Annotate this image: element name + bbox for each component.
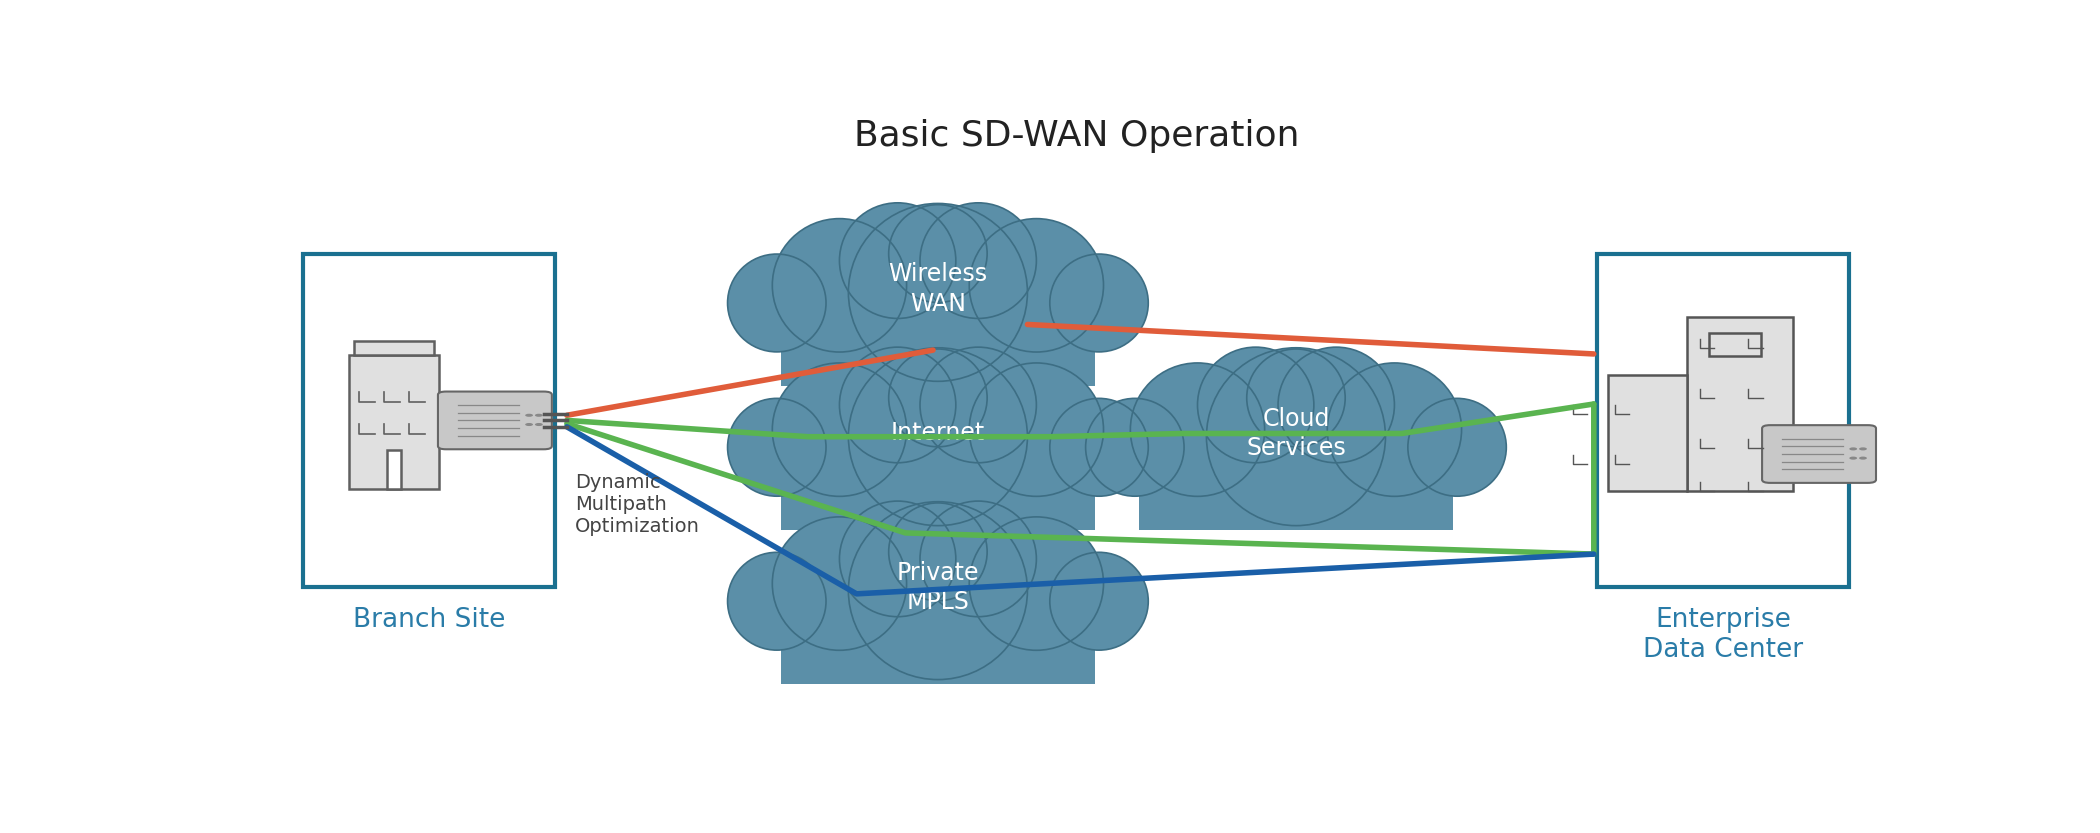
Ellipse shape bbox=[773, 218, 907, 352]
Circle shape bbox=[1850, 456, 1856, 460]
Ellipse shape bbox=[1327, 363, 1462, 496]
FancyBboxPatch shape bbox=[1596, 254, 1850, 587]
Text: Branch Site: Branch Site bbox=[353, 606, 506, 633]
Circle shape bbox=[536, 414, 542, 416]
Ellipse shape bbox=[1050, 552, 1149, 650]
FancyBboxPatch shape bbox=[1762, 425, 1875, 483]
Ellipse shape bbox=[1197, 347, 1315, 463]
Ellipse shape bbox=[1130, 363, 1264, 496]
Circle shape bbox=[1858, 447, 1867, 451]
FancyBboxPatch shape bbox=[439, 392, 552, 449]
Ellipse shape bbox=[888, 503, 987, 601]
Text: Private
MPLS: Private MPLS bbox=[897, 561, 979, 614]
Ellipse shape bbox=[727, 398, 825, 496]
Ellipse shape bbox=[970, 363, 1102, 496]
Ellipse shape bbox=[773, 517, 907, 651]
Bar bbox=[781, 441, 1094, 530]
FancyBboxPatch shape bbox=[386, 450, 401, 490]
Ellipse shape bbox=[840, 501, 956, 616]
Circle shape bbox=[1858, 456, 1867, 460]
FancyBboxPatch shape bbox=[353, 342, 435, 355]
FancyBboxPatch shape bbox=[1609, 375, 1688, 491]
Ellipse shape bbox=[1279, 347, 1394, 463]
Ellipse shape bbox=[773, 363, 907, 496]
Ellipse shape bbox=[840, 202, 956, 318]
Ellipse shape bbox=[1050, 398, 1149, 496]
Text: Wireless
WAN: Wireless WAN bbox=[888, 262, 987, 316]
Ellipse shape bbox=[1050, 254, 1149, 352]
Circle shape bbox=[525, 423, 533, 426]
Ellipse shape bbox=[1205, 347, 1386, 526]
Ellipse shape bbox=[920, 347, 1037, 463]
Circle shape bbox=[1850, 447, 1856, 451]
Ellipse shape bbox=[1247, 349, 1346, 446]
Ellipse shape bbox=[840, 347, 956, 463]
FancyBboxPatch shape bbox=[1688, 317, 1793, 491]
Bar bbox=[781, 297, 1094, 386]
Bar bbox=[1140, 441, 1453, 530]
Ellipse shape bbox=[1407, 398, 1506, 496]
FancyBboxPatch shape bbox=[302, 254, 554, 587]
Ellipse shape bbox=[970, 517, 1102, 651]
Ellipse shape bbox=[727, 254, 825, 352]
Ellipse shape bbox=[848, 347, 1027, 526]
Ellipse shape bbox=[888, 349, 987, 446]
Text: Basic SD-WAN Operation: Basic SD-WAN Operation bbox=[853, 119, 1300, 153]
Ellipse shape bbox=[848, 501, 1027, 680]
Circle shape bbox=[525, 414, 533, 416]
Bar bbox=[781, 595, 1094, 684]
Text: Dynamic
Multipath
Optimization: Dynamic Multipath Optimization bbox=[575, 472, 699, 536]
Circle shape bbox=[536, 423, 542, 426]
Ellipse shape bbox=[970, 218, 1102, 352]
Text: Enterprise
Data Center: Enterprise Data Center bbox=[1642, 606, 1804, 663]
Ellipse shape bbox=[848, 203, 1027, 382]
Ellipse shape bbox=[727, 552, 825, 650]
Ellipse shape bbox=[888, 205, 987, 302]
Ellipse shape bbox=[920, 202, 1037, 318]
FancyBboxPatch shape bbox=[349, 355, 439, 490]
Text: Cloud
Services: Cloud Services bbox=[1245, 407, 1346, 461]
Ellipse shape bbox=[920, 501, 1037, 616]
FancyBboxPatch shape bbox=[1709, 333, 1762, 356]
Ellipse shape bbox=[1086, 398, 1184, 496]
Text: Internet: Internet bbox=[890, 421, 985, 446]
